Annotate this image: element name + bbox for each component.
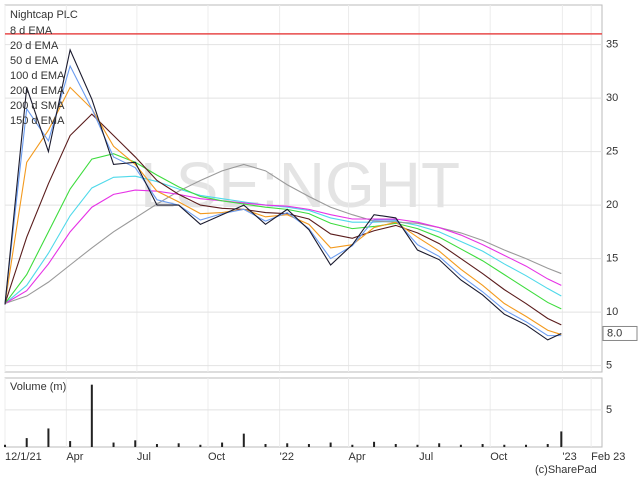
x-tick-label: 12/1/21	[5, 451, 42, 463]
credit: (c)SharePad	[535, 464, 597, 476]
y-tick-label: 25	[606, 145, 618, 157]
y-tick-label: 5	[606, 404, 612, 416]
last-value-box	[602, 325, 638, 341]
volume-bar	[199, 444, 202, 447]
volume-bar	[286, 443, 289, 447]
volume-bar	[560, 431, 563, 447]
volume-bar	[329, 442, 332, 447]
legend-entry: 50 d EMA	[10, 55, 59, 67]
volume-panel	[4, 377, 603, 448]
x-tick-label: Oct	[490, 451, 507, 463]
x-tick-label: Feb 23	[591, 451, 625, 463]
volume-bar	[307, 444, 310, 447]
y-tick-label: 5	[606, 359, 612, 371]
last-value-label: 8.0	[607, 327, 622, 339]
y-tick-label: 15	[606, 252, 618, 264]
volume-bar	[546, 444, 549, 447]
series-line	[4, 189, 562, 304]
volume-bar	[90, 384, 93, 447]
volume-bar	[416, 444, 419, 447]
volume-bar	[112, 442, 115, 447]
y-tick-label: 35	[606, 38, 618, 50]
volume-bar	[242, 433, 245, 447]
legend-entry: 200 d SMA	[10, 100, 65, 112]
volume-bar	[25, 438, 28, 447]
x-tick-label: Apr	[349, 451, 366, 463]
series-line	[4, 64, 562, 337]
price-panel	[4, 4, 603, 373]
x-tick-label: Oct	[208, 451, 225, 463]
volume-bar	[351, 444, 354, 447]
legend-entry: 100 d EMA	[10, 70, 65, 82]
volume-bar	[525, 444, 528, 447]
watermark: LSE:NGHT	[140, 149, 460, 221]
x-tick-label: Jul	[137, 451, 151, 463]
legend-entry: 200 d EMA	[10, 85, 65, 97]
volume-bar	[221, 442, 224, 447]
series-line	[4, 48, 562, 341]
legend-entry: 8 d EMA	[10, 25, 53, 37]
volume-bar	[4, 444, 6, 447]
x-tick-label: Apr	[66, 451, 83, 463]
y-tick-label: 30	[606, 92, 618, 104]
volume-bar	[264, 444, 267, 447]
volume-bar	[69, 441, 72, 447]
volume-title: Volume (m)	[10, 381, 66, 393]
x-tick-label: '23	[562, 451, 576, 463]
volume-bar	[373, 441, 376, 447]
volume-bar	[155, 444, 158, 447]
chart-title: Nightcap PLC	[10, 9, 78, 21]
legend-entry: 20 d EMA	[10, 40, 59, 52]
volume-bar	[503, 444, 506, 447]
series-line	[4, 163, 562, 305]
series-line	[4, 175, 562, 304]
legend-entry: 150 d EMA	[10, 115, 65, 127]
y-tick-label: 20	[606, 199, 618, 211]
volume-bar	[394, 444, 397, 447]
volume-bar	[47, 428, 50, 447]
x-tick-label: '22	[280, 451, 294, 463]
volume-bar	[481, 444, 484, 447]
volume-bar	[134, 440, 137, 447]
y-tick-label: 10	[606, 306, 618, 318]
x-tick-label: Jul	[419, 451, 433, 463]
volume-bar	[177, 443, 180, 447]
volume-bar	[459, 444, 462, 447]
volume-bar	[438, 443, 441, 447]
